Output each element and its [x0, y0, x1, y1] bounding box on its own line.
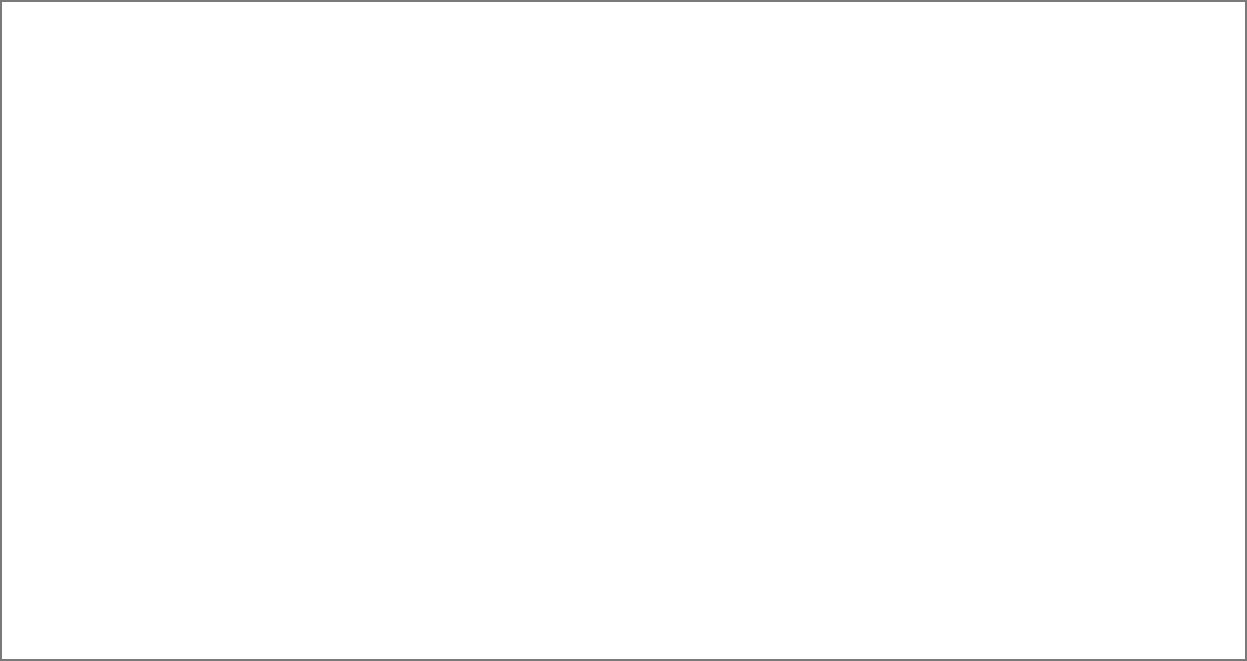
chart-plot [57, 59, 1227, 559]
chart-area [57, 27, 1227, 587]
chart-container [0, 0, 1247, 661]
